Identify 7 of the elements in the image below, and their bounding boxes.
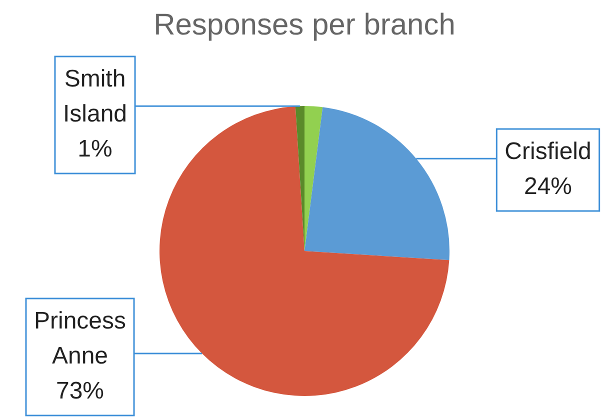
data-label: 73% xyxy=(56,378,104,405)
slice-label: Crisfield xyxy=(504,138,592,166)
slice-label: Smith Island xyxy=(62,66,128,128)
slice-label: Princess Anne xyxy=(34,308,126,370)
chart-title: Responses per branch xyxy=(154,8,456,42)
data-label: 1% xyxy=(78,136,112,163)
data-label: 24% xyxy=(524,173,572,200)
